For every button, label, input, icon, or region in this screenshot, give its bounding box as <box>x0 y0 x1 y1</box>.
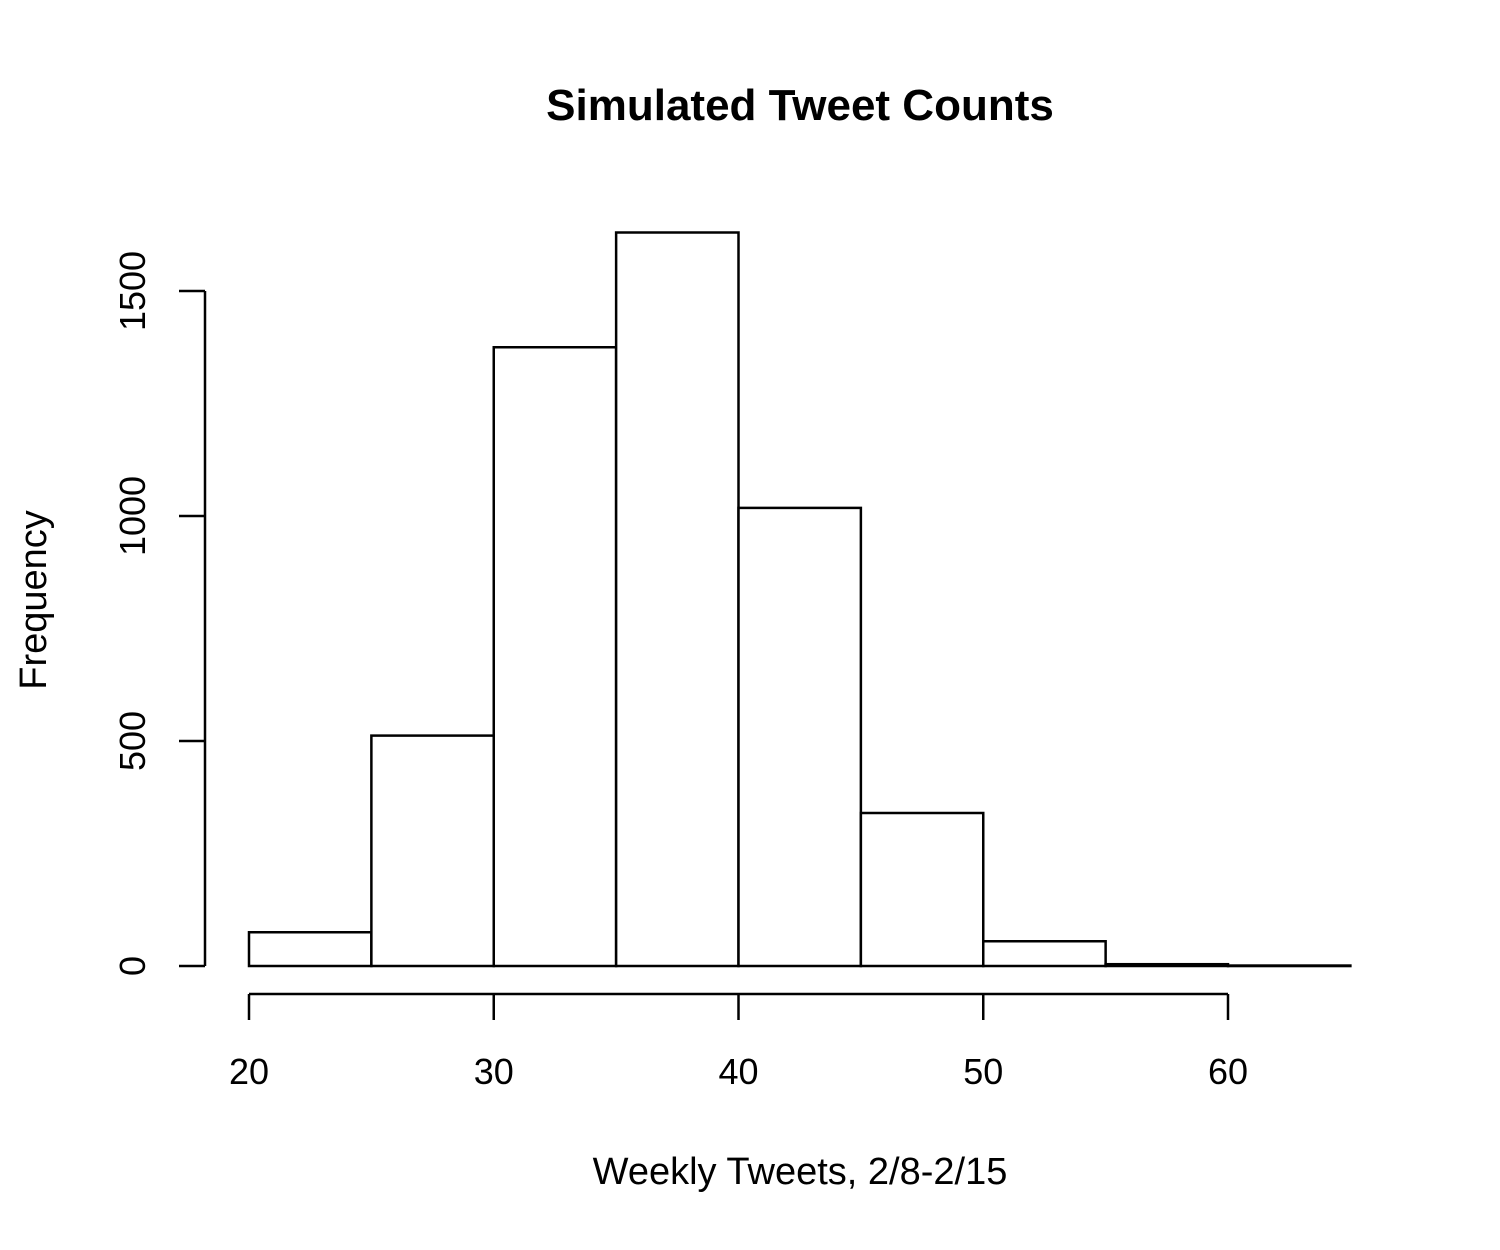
x-tick-label-60: 60 <box>1208 1051 1248 1092</box>
chart-title: Simulated Tweet Counts <box>546 81 1054 130</box>
histogram-bar-55-60 <box>1104 962 1230 968</box>
y-axis: 0 500 1000 1500 <box>112 251 207 976</box>
x-tick-label-40: 40 <box>718 1051 758 1092</box>
histogram-bar-40-45 <box>737 506 863 968</box>
y-tick-label-0: 0 <box>112 956 153 976</box>
y-axis-label: Frequency <box>13 510 55 690</box>
x-tick-label-20: 20 <box>229 1051 269 1092</box>
histogram-bar-25-30 <box>370 734 495 968</box>
bars-group <box>247 231 1352 968</box>
histogram-bar-30-35 <box>492 346 618 968</box>
x-axis: 20 30 40 50 60 <box>229 992 1248 1092</box>
histogram-bar-50-55 <box>982 940 1107 968</box>
histogram-bar-60-65 <box>1226 964 1352 968</box>
histogram-bar-35-40 <box>614 231 740 968</box>
histogram-bar-20-25 <box>247 931 373 968</box>
y-tick-label-500: 500 <box>112 711 153 771</box>
y-tick-label-1000: 1000 <box>112 476 153 556</box>
x-axis-label: Weekly Tweets, 2/8-2/15 <box>593 1151 1008 1193</box>
y-tick-label-1500: 1500 <box>112 251 153 331</box>
x-tick-label-30: 30 <box>474 1051 514 1092</box>
x-tick-label-50: 50 <box>963 1051 1003 1092</box>
histogram-bar-45-50 <box>859 811 985 968</box>
